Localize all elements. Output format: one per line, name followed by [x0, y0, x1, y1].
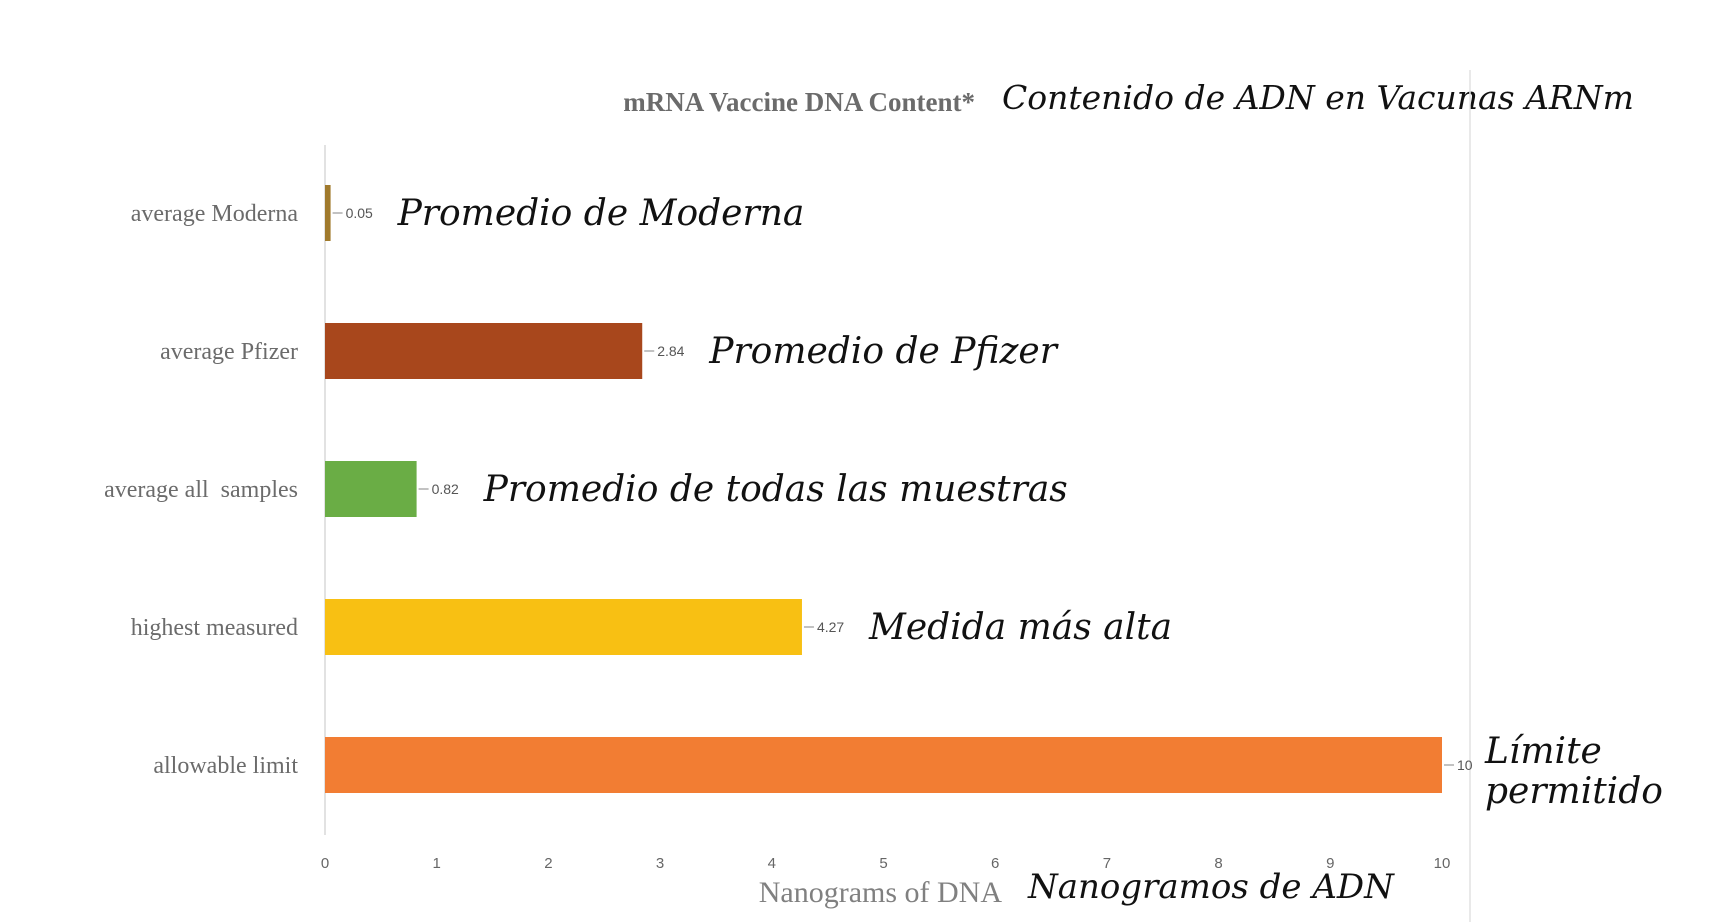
x-tick-label: 9	[1326, 855, 1334, 872]
value-label: 0.05	[346, 205, 373, 221]
x-tick-label: 0	[321, 855, 329, 872]
category-translation: Promedio de Moderna	[397, 193, 805, 234]
x-tick-label: 5	[879, 855, 887, 872]
x-tick-label: 2	[544, 855, 552, 872]
bar	[325, 185, 331, 241]
value-label: 0.82	[432, 481, 459, 497]
chart-title-translation: Contenido de ADN en Vacunas ARNm	[1002, 78, 1634, 117]
category-label: average all samples	[104, 477, 298, 503]
value-label: 10	[1457, 757, 1473, 773]
x-tick-label: 7	[1103, 855, 1111, 872]
category-translation: Límite permitido	[1484, 731, 1663, 812]
bar	[325, 599, 802, 655]
chart-title: mRNA Vaccine DNA Content*	[623, 87, 975, 117]
category-translation: Medida más alta	[868, 607, 1172, 648]
category-label: allowable limit	[153, 753, 298, 779]
category-label: average Pfizer	[160, 339, 298, 365]
x-tick-label: 10	[1434, 855, 1451, 872]
x-tick-label: 1	[433, 855, 441, 872]
category-translation: Promedio de Pfizer	[708, 331, 1059, 372]
x-axis-label: Nanograms of DNA	[759, 876, 1003, 909]
x-tick-label: 3	[656, 855, 664, 872]
x-tick-label: 6	[991, 855, 999, 872]
category-label: highest measured	[131, 615, 298, 641]
bar	[325, 323, 643, 379]
bar	[325, 737, 1442, 793]
value-label: 4.27	[817, 619, 844, 635]
category-label: average Moderna	[131, 201, 299, 227]
x-tick-label: 8	[1214, 855, 1222, 872]
x-tick-label: 4	[768, 855, 776, 872]
category-translation: Promedio de todas las muestras	[483, 469, 1068, 510]
x-axis-label-translation: Nanogramos de ADN	[1027, 867, 1395, 907]
value-label: 2.84	[657, 343, 684, 359]
bar	[325, 461, 417, 517]
